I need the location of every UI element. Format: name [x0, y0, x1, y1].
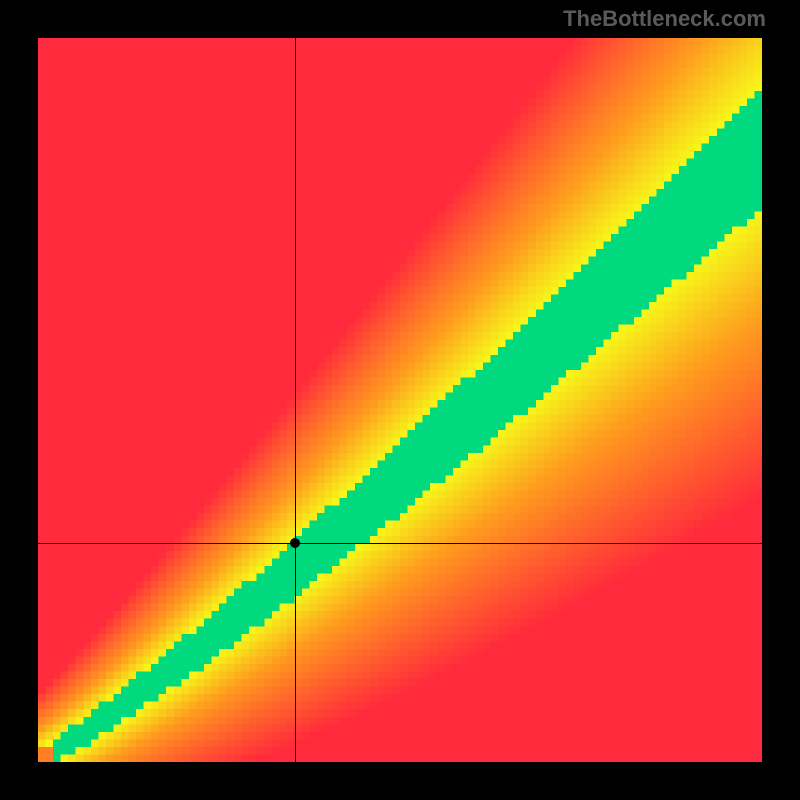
watermark-label: TheBottleneck.com	[563, 6, 766, 32]
chart-container: TheBottleneck.com	[0, 0, 800, 800]
bottleneck-heatmap	[38, 38, 762, 762]
crosshair-vertical	[295, 38, 296, 762]
crosshair-horizontal	[38, 543, 762, 544]
